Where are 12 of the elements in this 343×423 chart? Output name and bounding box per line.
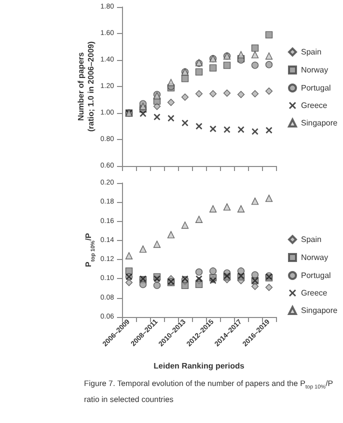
legend-label: Singapore xyxy=(301,118,338,128)
legend-label: Spain xyxy=(301,235,322,244)
legend-label: Singapore xyxy=(301,306,338,315)
legend-label: Norway xyxy=(301,66,328,74)
legend-label: Greece xyxy=(301,288,328,298)
x-axis-title: Leiden Ranking periods xyxy=(154,362,245,370)
legend-label: Greece xyxy=(301,101,328,110)
legend-label: Spain xyxy=(301,48,322,56)
legend-label: Portugal xyxy=(301,271,332,280)
legend-label: Norway xyxy=(301,253,328,262)
legend-label: Portugal xyxy=(301,84,332,92)
y-axis-title: Number of papers (ratio; 1.0 in 2006–2009) xyxy=(76,41,96,132)
